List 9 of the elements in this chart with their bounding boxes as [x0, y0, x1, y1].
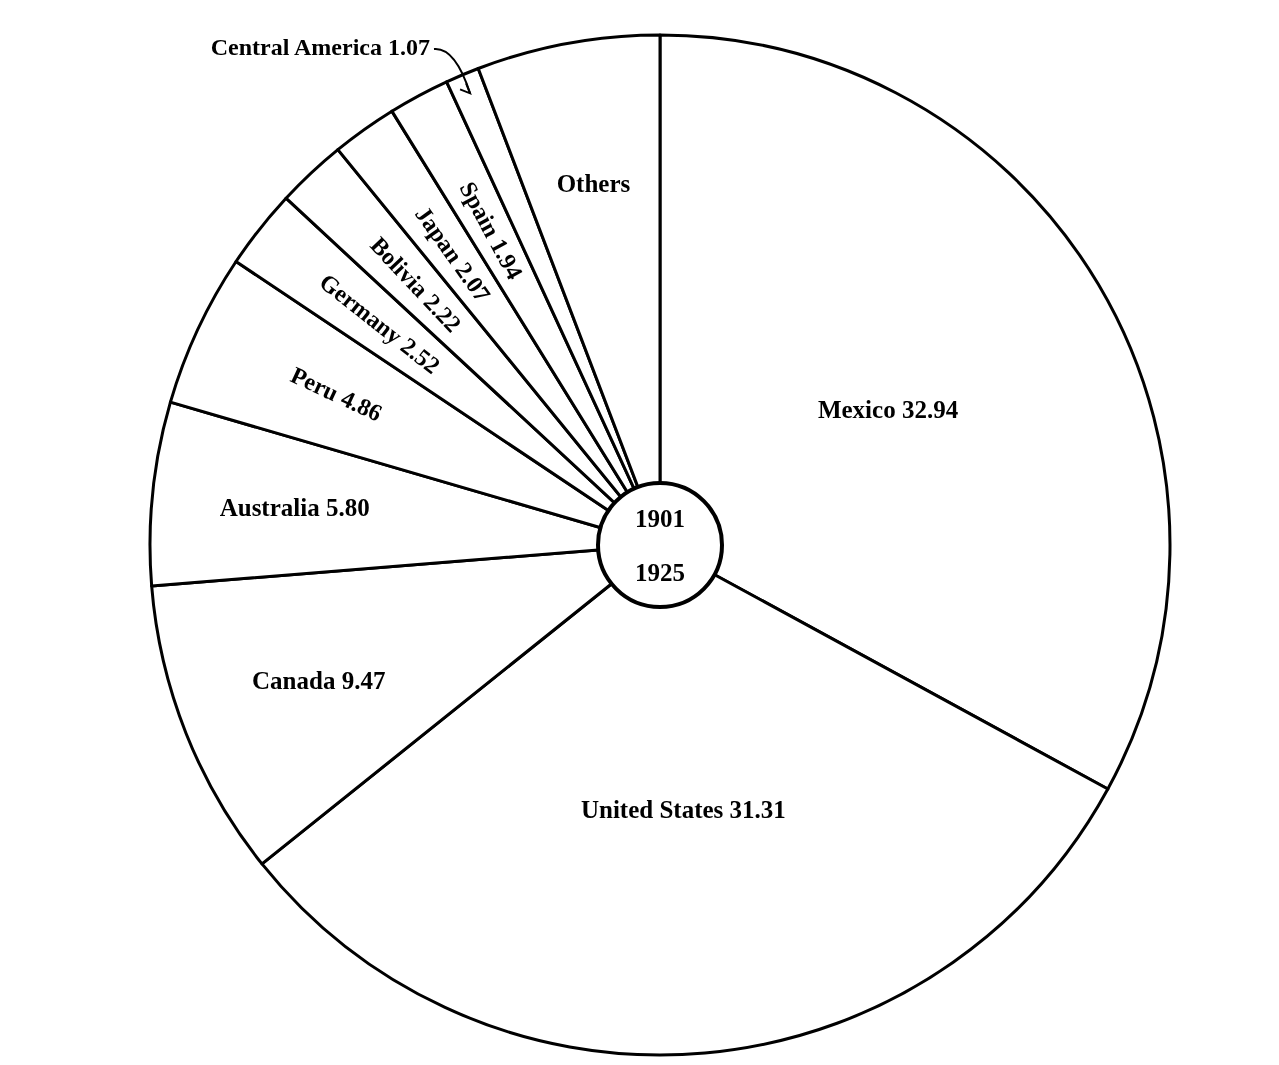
text: 1925 — [635, 558, 685, 586]
slice-label: Mexico 32.94 — [817, 396, 959, 424]
slice-label: Canada 9.47 — [252, 667, 386, 694]
slice-label: United States 31.31 — [580, 795, 786, 823]
slice-label: Central America 1.07 — [210, 34, 430, 60]
text: 1901 — [635, 504, 685, 532]
slice-label: Others — [556, 170, 631, 198]
slice-label: Peru 4.86 — [286, 361, 387, 427]
slice-label: Australia 5.80 — [219, 494, 370, 522]
